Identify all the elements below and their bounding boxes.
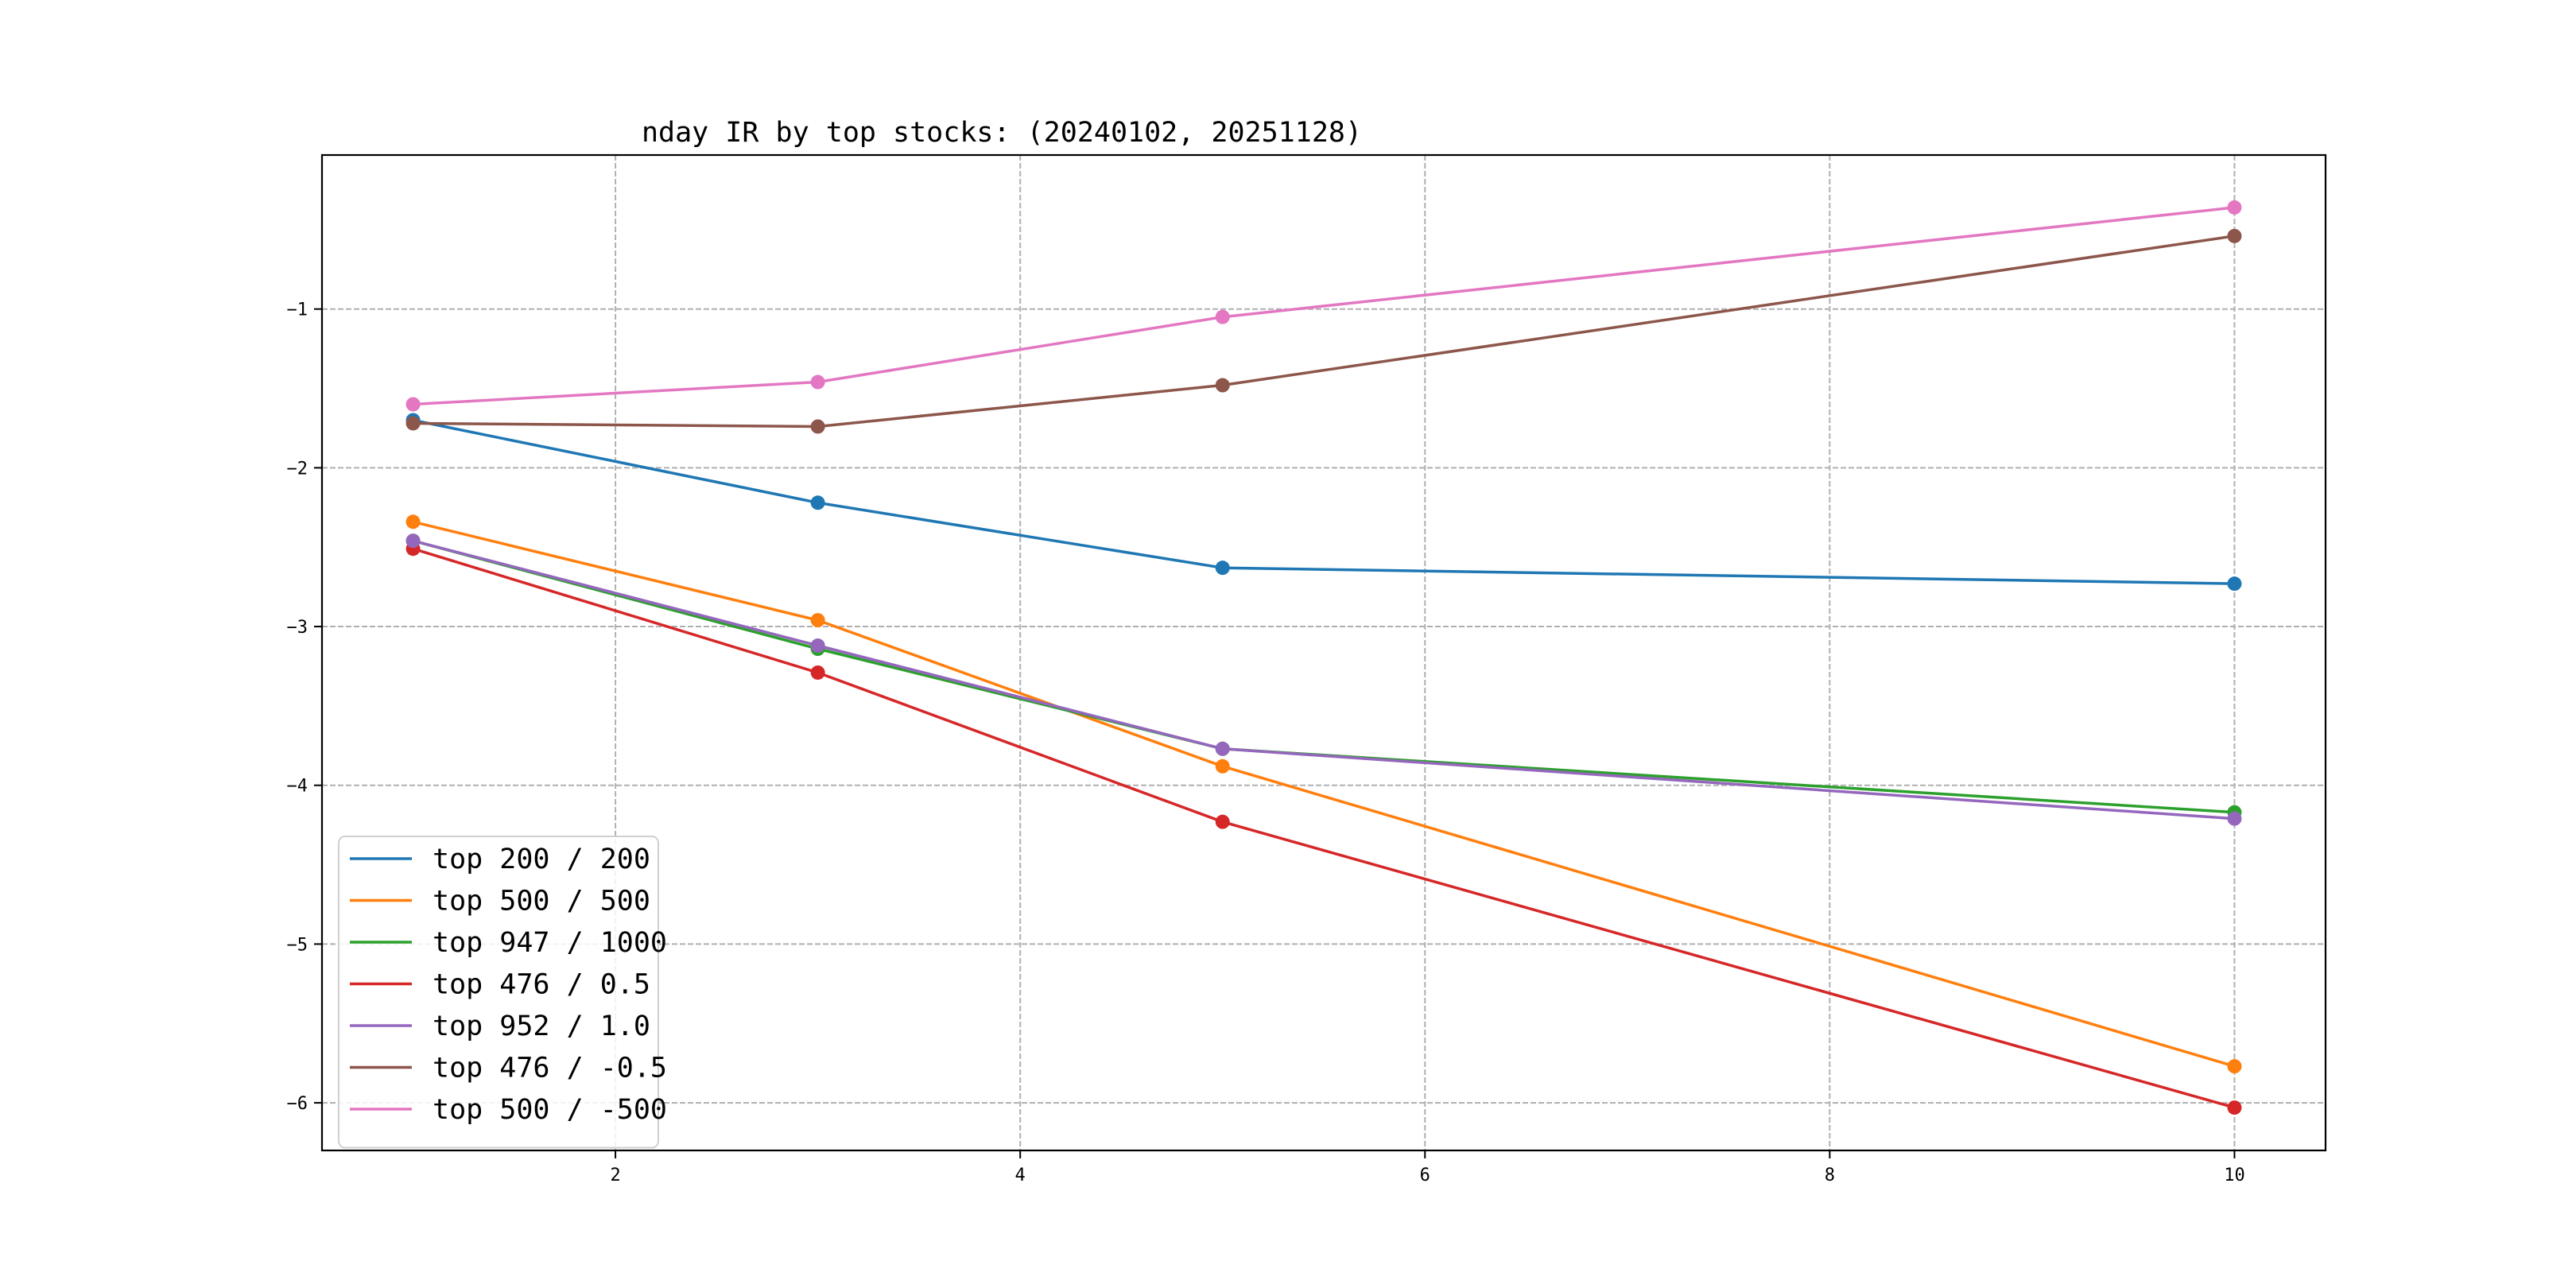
y-tick-label: −5	[287, 935, 308, 955]
legend-label: top 952 / 1.0	[433, 1011, 650, 1042]
legend-label: top 947 / 1000	[433, 927, 667, 959]
data-point	[1215, 741, 1230, 756]
legend-label: top 500 / -500	[433, 1094, 667, 1126]
y-tick-label: −1	[287, 301, 308, 320]
data-point	[1215, 758, 1230, 774]
data-point	[405, 397, 421, 412]
plot-frame	[320, 153, 2327, 1152]
series-line	[413, 520, 2235, 1068]
x-tick-label: 6	[1420, 1166, 1430, 1185]
series-2	[405, 514, 2242, 1074]
data-point	[810, 613, 825, 628]
series-6	[405, 228, 2242, 434]
data-point	[1215, 378, 1230, 393]
data-point	[810, 665, 825, 680]
data-point	[1215, 814, 1230, 829]
y-axis: −1 −2 −3 −4 −5 −6	[287, 301, 322, 1114]
legend-item: top 947 / 1000	[350, 927, 667, 959]
y-tick-label: −2	[287, 459, 308, 479]
legend: top 200 / 200 top 500 / 500 top 947 / 1000…	[338, 836, 667, 1149]
series-line	[413, 206, 2235, 406]
x-tick-label: 2	[610, 1166, 620, 1185]
chart-title: nday IR by top stocks: (20240102, 202511…	[642, 117, 1362, 149]
series-line	[412, 547, 2235, 1109]
x-axis: 2 4 6 8 10	[610, 1150, 2245, 1185]
data-point	[405, 514, 421, 530]
data-point	[2227, 1100, 2242, 1115]
series-4	[405, 541, 2242, 1115]
legend-item: top 200 / 200	[350, 844, 650, 875]
legend-label: top 500 / 500	[433, 886, 650, 918]
series-5	[405, 533, 2242, 826]
x-tick-label: 8	[1825, 1166, 1835, 1185]
data-point	[2227, 228, 2242, 243]
legend-label: top 476 / 0.5	[433, 969, 650, 1001]
data-point	[810, 374, 825, 390]
data-point	[405, 533, 421, 549]
data-point	[810, 495, 825, 510]
series-7	[405, 200, 2242, 412]
data-point	[2227, 200, 2242, 215]
x-tick-label: 10	[2224, 1166, 2245, 1185]
series-line	[413, 235, 2235, 429]
series-layer	[405, 200, 2242, 1115]
x-tick-label: 4	[1015, 1166, 1026, 1185]
legend-label: top 476 / -0.5	[433, 1053, 667, 1084]
series-line	[413, 418, 2235, 585]
series-line	[413, 539, 2235, 814]
legend-item: top 952 / 1.0	[350, 1011, 650, 1042]
data-point	[2227, 1059, 2242, 1074]
y-tick-label: −4	[287, 777, 308, 797]
legend-label: top 200 / 200	[433, 844, 650, 875]
legend-box	[338, 836, 659, 1149]
y-tick-label: −6	[287, 1094, 308, 1114]
data-point	[810, 419, 825, 434]
data-point	[1215, 309, 1230, 324]
legend-item: top 476 / 0.5	[350, 969, 650, 1001]
legend-item: top 476 / -0.5	[350, 1053, 667, 1084]
legend-item: top 500 / 500	[350, 886, 650, 918]
data-point	[1215, 561, 1230, 576]
series-line	[413, 539, 2235, 821]
data-point	[2227, 576, 2242, 592]
grid	[322, 155, 2326, 1150]
data-point	[2227, 811, 2242, 826]
data-point	[810, 638, 825, 654]
y-tick-label: −3	[287, 618, 308, 638]
data-point	[405, 416, 421, 431]
legend-item: top 500 / -500	[350, 1094, 667, 1126]
